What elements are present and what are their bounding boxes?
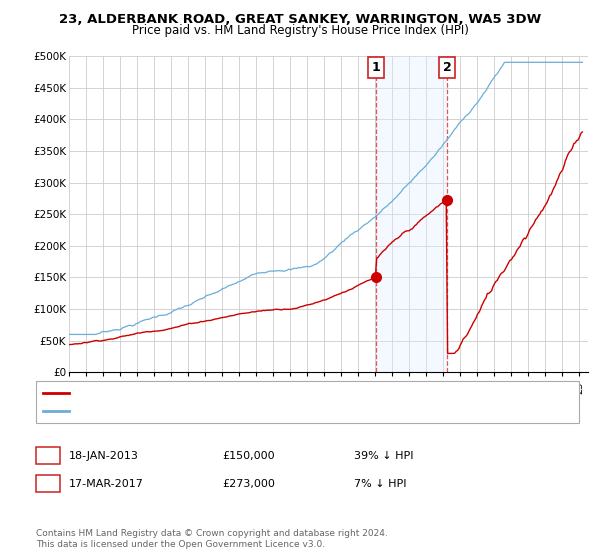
Text: £273,000: £273,000 [222, 479, 275, 489]
Text: Contains HM Land Registry data © Crown copyright and database right 2024.
This d: Contains HM Land Registry data © Crown c… [36, 529, 388, 549]
Text: 39% ↓ HPI: 39% ↓ HPI [354, 451, 413, 461]
Text: 23, ALDERBANK ROAD, GREAT SANKEY, WARRINGTON, WA5 3DW (detached house): 23, ALDERBANK ROAD, GREAT SANKEY, WARRIN… [73, 388, 490, 398]
Text: 23, ALDERBANK ROAD, GREAT SANKEY, WARRINGTON, WA5 3DW: 23, ALDERBANK ROAD, GREAT SANKEY, WARRIN… [59, 13, 541, 26]
Text: 1: 1 [44, 449, 52, 463]
Text: 7% ↓ HPI: 7% ↓ HPI [354, 479, 407, 489]
Text: 2: 2 [443, 61, 451, 74]
Text: £150,000: £150,000 [222, 451, 275, 461]
Text: 18-JAN-2013: 18-JAN-2013 [69, 451, 139, 461]
Text: Price paid vs. HM Land Registry's House Price Index (HPI): Price paid vs. HM Land Registry's House … [131, 24, 469, 38]
Text: 1: 1 [371, 61, 380, 74]
Text: 17-MAR-2017: 17-MAR-2017 [69, 479, 144, 489]
Text: HPI: Average price, detached house, Warrington: HPI: Average price, detached house, Warr… [73, 406, 313, 416]
Bar [376, 56, 447, 372]
Text: 2: 2 [44, 477, 52, 491]
